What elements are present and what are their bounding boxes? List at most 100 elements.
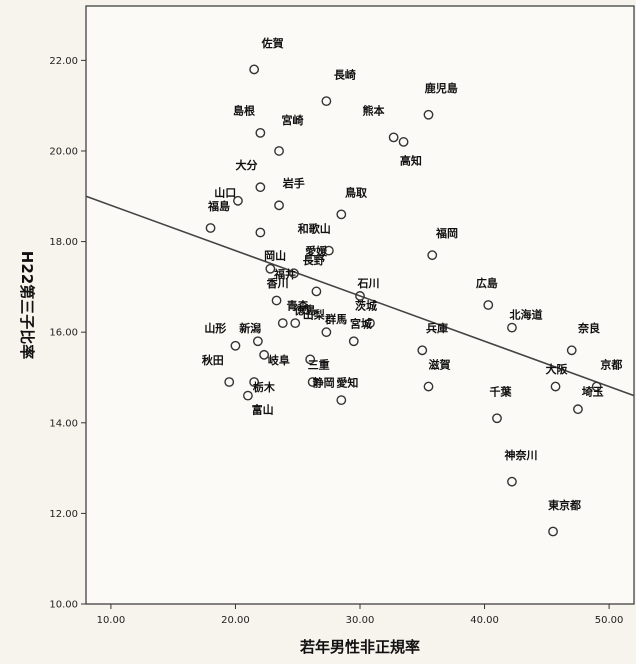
data-point	[311, 286, 322, 297]
data-point	[252, 336, 263, 347]
point-label: 鳥取	[345, 185, 367, 199]
data-point	[336, 395, 347, 406]
data-point	[305, 354, 316, 365]
point-label: 長崎	[334, 67, 356, 81]
data-point	[427, 250, 438, 261]
point-label: 新潟	[239, 321, 261, 335]
point-label: 千葉	[490, 385, 513, 399]
point-label: 香川	[266, 276, 289, 290]
point-label: 福岡	[435, 226, 458, 240]
data-point	[550, 381, 561, 392]
data-point	[265, 263, 276, 274]
point-label: 神奈川	[504, 448, 537, 462]
data-point	[423, 109, 434, 120]
data-point	[591, 381, 602, 392]
point-label: 宮崎	[282, 113, 304, 127]
point-label: 奈良	[577, 321, 600, 335]
point-label: 埼玉	[582, 385, 604, 399]
x-tick-label: 30.00	[346, 615, 375, 626]
data-point	[398, 137, 409, 147]
data-point	[274, 146, 284, 156]
plot-area	[85, 5, 635, 605]
data-point	[573, 404, 583, 415]
point-label: 山形	[204, 321, 226, 335]
point-label: 愛媛	[305, 244, 328, 258]
point-label: 三重	[308, 357, 330, 371]
point-label: 福島	[207, 199, 230, 213]
data-point	[290, 318, 301, 329]
data-point	[255, 227, 266, 238]
y-tick-label: 16.00	[49, 328, 78, 339]
point-label: 愛知	[336, 376, 358, 390]
y-tick-label: 22.00	[49, 56, 78, 67]
data-point	[566, 345, 577, 356]
data-point	[507, 476, 517, 487]
x-axis-title: 若年男性非正規率	[299, 638, 420, 656]
data-point	[255, 127, 266, 138]
y-tick-label: 20.00	[49, 146, 78, 157]
data-point	[348, 336, 359, 347]
point-label: 兵庫	[426, 321, 448, 335]
data-point	[271, 295, 282, 306]
x-tick-label: 10.00	[97, 615, 126, 626]
data-point	[205, 223, 216, 233]
point-label: 和歌山	[298, 222, 331, 236]
data-point	[249, 64, 260, 75]
point-label: 石川	[357, 277, 380, 290]
y-tick-label: 18.00	[49, 237, 78, 248]
y-tick-label: 10.00	[49, 600, 78, 611]
point-label: 茨城	[355, 299, 377, 313]
data-point	[301, 304, 312, 315]
data-point	[388, 132, 399, 143]
point-label: 徳島	[293, 303, 316, 317]
y-tick-label: 14.00	[49, 418, 78, 429]
point-label: 富山	[252, 403, 274, 417]
point-label: 青森	[287, 299, 310, 313]
point-label: 広島	[476, 276, 498, 290]
point-label: 栃木	[253, 380, 276, 394]
y-tick-label: 12.00	[49, 509, 78, 520]
point-label: 大分	[235, 158, 257, 172]
point-label: 島根	[233, 104, 256, 118]
x-tick-label: 50.00	[595, 615, 624, 626]
point-label: 山口	[214, 185, 236, 199]
point-label: 岡山	[264, 249, 286, 263]
point-label: 岐阜	[268, 353, 290, 367]
data-point	[365, 318, 375, 329]
point-label: 佐賀	[261, 36, 284, 50]
data-point	[423, 381, 434, 392]
data-point	[274, 200, 284, 211]
point-label: 群馬	[324, 312, 347, 326]
point-label: 岩手	[282, 176, 305, 190]
data-point	[492, 413, 502, 424]
data-point	[289, 268, 299, 279]
point-label: 山梨	[303, 308, 326, 322]
data-point	[249, 377, 260, 387]
point-label: 長野	[303, 254, 325, 267]
data-point	[307, 377, 318, 387]
data-point	[277, 318, 288, 329]
point-label: 東京都	[548, 498, 581, 512]
point-label: 秋田	[202, 353, 224, 367]
data-point	[255, 182, 266, 193]
point-label: 静岡	[313, 376, 335, 390]
data-point	[259, 349, 269, 360]
point-label: 鹿児島	[425, 81, 458, 95]
data-point	[230, 340, 241, 351]
data-point	[507, 322, 517, 333]
x-tick-label: 40.00	[470, 615, 499, 626]
data-point	[321, 327, 332, 338]
point-label: 熊本	[362, 104, 384, 118]
fit-line	[85, 195, 635, 397]
data-point	[548, 526, 558, 537]
point-label: 滋賀	[429, 357, 451, 371]
data-point	[417, 345, 428, 356]
data-point	[243, 390, 253, 401]
point-label: 京都	[600, 357, 622, 371]
data-point	[336, 209, 347, 220]
point-label: 宮城	[350, 317, 372, 331]
x-tick-label: 20.00	[221, 615, 250, 626]
data-point	[321, 96, 332, 107]
